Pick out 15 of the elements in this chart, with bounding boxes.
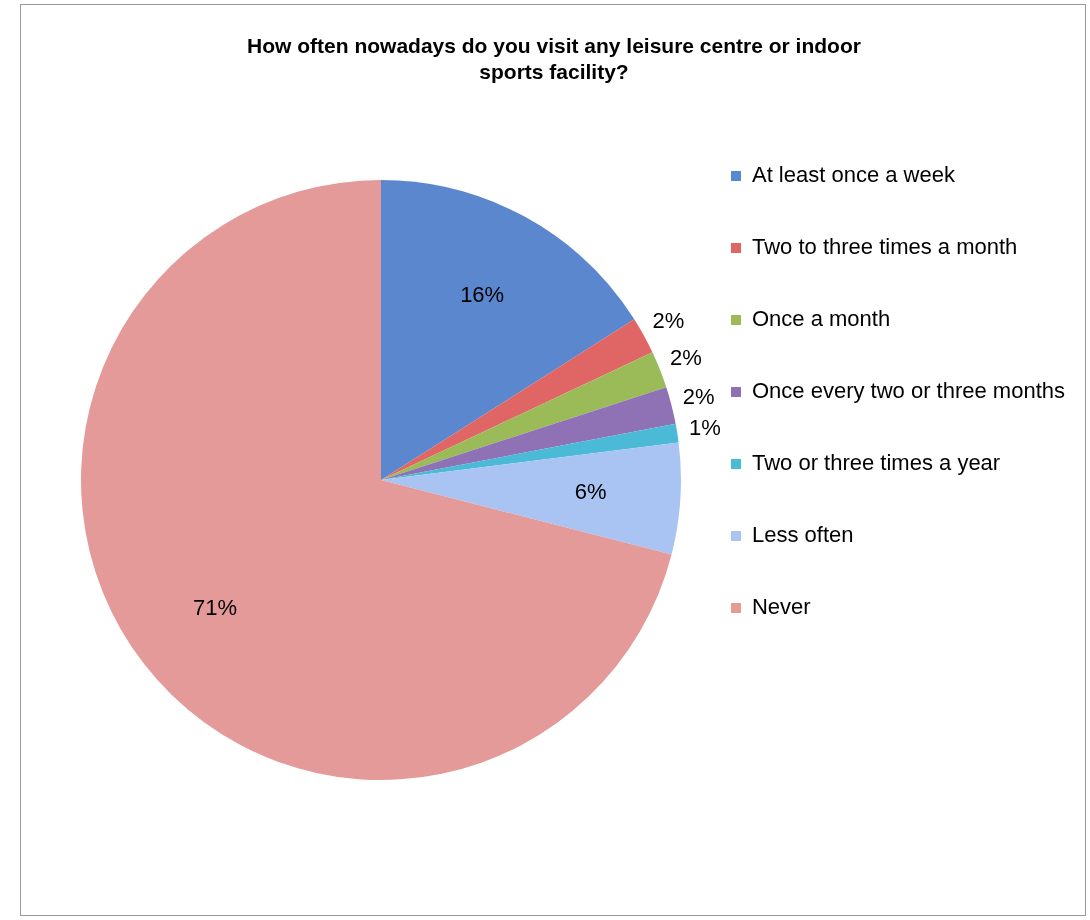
legend-label: Two or three times a year <box>751 450 1001 476</box>
legend-label: Less often <box>751 522 854 548</box>
data-label: 1% <box>689 414 721 440</box>
legend-label: Once every two or three months <box>751 378 1065 404</box>
data-label: 2% <box>682 384 715 410</box>
legend-label: Never <box>751 594 811 620</box>
data-label: 2% <box>670 345 702 371</box>
data-label: 71% <box>193 594 238 620</box>
legend-label: Two to three times a month <box>751 234 1018 260</box>
data-label: 16% <box>460 282 505 308</box>
data-label: 6% <box>574 479 607 505</box>
data-label: 2% <box>652 308 685 334</box>
chart-title: How often nowadays do you visit any leisure centre or indoor sports facility? <box>246 33 862 85</box>
legend-label: Once a month <box>751 306 891 332</box>
legend-label: At least once a week <box>751 162 956 188</box>
